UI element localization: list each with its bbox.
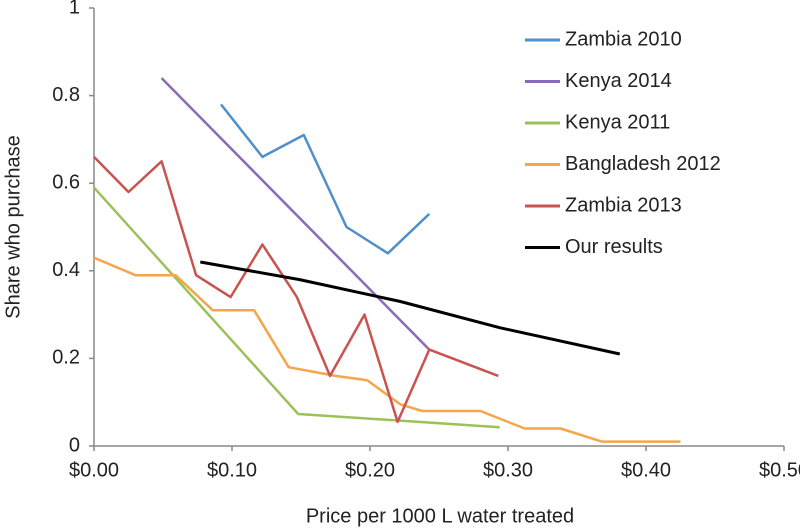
legend-label: Zambia 2010 xyxy=(565,28,682,50)
legend-label: Our results xyxy=(565,236,663,258)
legend-label: Kenya 2011 xyxy=(565,111,670,133)
x-tick-label: $0.40 xyxy=(621,459,671,481)
series-line xyxy=(220,103,431,255)
x-axis-title: Price per 1000 L water treated xyxy=(306,505,574,527)
series-line xyxy=(160,77,431,351)
y-tick-label: 0.6 xyxy=(52,171,80,193)
x-tick-label: $0.10 xyxy=(207,459,257,481)
y-tick-label: 1 xyxy=(69,0,80,18)
series-line xyxy=(200,260,621,356)
y-axis-title: Share who purchase xyxy=(2,135,24,318)
series-line xyxy=(93,256,681,443)
y-tick-label: 0.2 xyxy=(52,347,80,369)
x-tick-label: $0.20 xyxy=(345,459,395,481)
x-tick-label: $0.50 xyxy=(759,459,800,481)
series-line xyxy=(93,156,499,424)
y-tick-label: 0.4 xyxy=(52,259,80,281)
legend-label: Kenya 2014 xyxy=(565,70,672,92)
legend-label: Zambia 2013 xyxy=(565,194,682,216)
series-line xyxy=(93,186,500,429)
y-tick-label: 0.8 xyxy=(52,84,80,106)
y-tick-label: 0 xyxy=(69,434,80,456)
x-tick-label: $0.00 xyxy=(69,459,119,481)
legend-label: Bangladesh 2012 xyxy=(565,153,721,175)
x-tick-label: $0.30 xyxy=(483,459,533,481)
